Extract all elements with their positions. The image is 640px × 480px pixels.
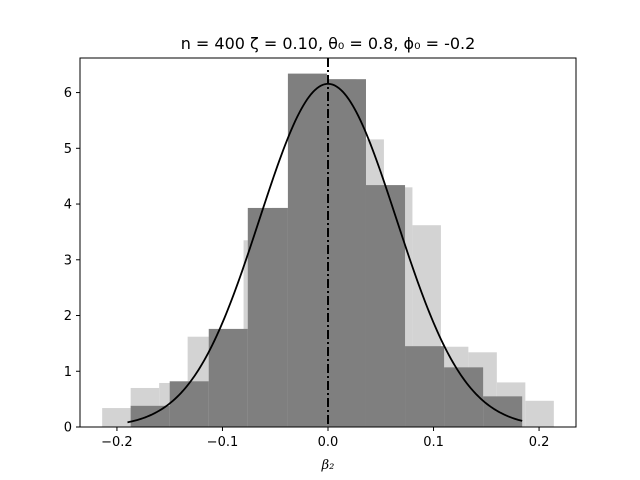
histogram-dark-bar-0 [130,405,170,427]
histogram-dark-bar-9 [483,396,523,427]
density-curve-layer [127,82,523,424]
x-axis-title: β₂ [321,458,335,473]
x-tick-label: −0.2 [101,435,133,450]
dark-histogram-bars [130,73,523,428]
x-tick-label: −0.1 [207,435,239,450]
y-tick-label: 4 [64,198,72,213]
histogram-dark-bar-6 [365,185,406,427]
normal-density-curve [127,82,523,424]
histogram-dark-bar-8 [444,367,484,427]
y-tick-label: 2 [64,309,72,324]
histogram-dark-bar-1 [169,381,209,427]
y-tick-label: 3 [64,253,72,268]
histogram-dark-bar-7 [405,346,445,427]
histogram-dark-bar-5 [326,79,366,427]
y-tick-label: 1 [64,365,72,380]
histogram-dark-bar-2 [208,328,248,427]
x-axis-ticks: −0.2 −0.1 0.0 0.1 0.2 [101,427,549,450]
x-tick-label: 0.0 [318,435,339,450]
y-tick-label: 0 [64,421,72,436]
histogram-light-bar-0 [102,408,131,427]
histogram-dark-bar-3 [247,207,288,427]
chart-title: n = 400 ζ = 0.10, θ₀ = 0.8, ϕ₀ = -0.2 [181,34,476,53]
y-tick-label: 5 [64,142,72,157]
histogram-dark-bar-4 [287,73,327,428]
x-tick-label: 0.1 [423,435,444,450]
y-tick-label: 6 [64,86,72,101]
histogram-light-bar-15 [525,400,554,427]
x-tick-label: 0.2 [529,435,550,450]
y-axis-ticks: 0 1 2 3 4 5 6 [64,86,80,436]
